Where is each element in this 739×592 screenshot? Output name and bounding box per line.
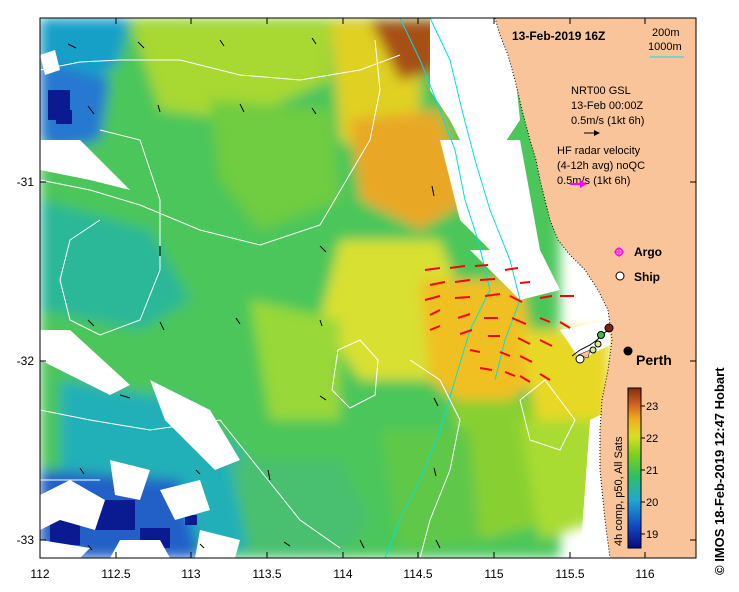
nrt-arrows	[67, 37, 441, 551]
x-axis-ticks	[39, 18, 646, 558]
perth-city-marker	[623, 346, 633, 356]
hf-label-line2: (4-12h avg) noQC	[557, 160, 645, 172]
argo-legend-label: Argo	[634, 245, 662, 259]
plot-frame	[39, 17, 697, 559]
hf-radar-arrows	[424, 264, 574, 383]
colorbar-tick-label: 21	[646, 465, 658, 477]
x-tick-label: 115	[484, 567, 503, 581]
nrt-label-line1: NRT00 GSL	[571, 85, 631, 97]
x-tick-label: 113	[181, 567, 200, 581]
nrt-label-line3: 0.5m/s (1kt 6h)	[571, 115, 644, 127]
ship-track	[571, 323, 614, 364]
contour-1000m-label: 1000m	[648, 41, 682, 53]
y-axis-ticks	[40, 181, 696, 541]
x-tick-label: 112.5	[101, 567, 130, 581]
land-mass	[495, 18, 696, 558]
nrt-label-line2: 13-Feb 00:00Z	[571, 100, 643, 112]
ship-marker-icon	[615, 271, 625, 281]
hf-label-line3: 0.5m/s (1kt 6h)	[557, 175, 630, 187]
colorbar-tick-label: 22	[646, 433, 658, 445]
colorbar-tick-label: 20	[646, 497, 658, 509]
ship-legend-label: Ship	[634, 270, 660, 284]
hf-scale-arrow	[570, 180, 587, 188]
perth-label: Perth	[636, 352, 672, 368]
argo-marker-icon	[614, 247, 624, 257]
map-title: 13-Feb-2019 16Z	[512, 29, 605, 43]
x-tick-label: 114.5	[403, 567, 432, 581]
colorbar	[627, 387, 645, 549]
colorbar-label: 4h comp, p50, All Sats	[613, 436, 625, 546]
y-tick-label: -32	[17, 354, 35, 368]
x-tick-label: 116	[635, 567, 654, 581]
hf-label-line1: HF radar velocity	[557, 145, 641, 157]
y-tick-label: -33	[17, 533, 35, 547]
x-tick-label: 113.5	[252, 567, 281, 581]
imos-credit: © IMOS 18-Feb-2019 12:47 Hobart	[712, 367, 727, 575]
sst-field	[40, 18, 696, 558]
x-tick-label: 114	[333, 567, 352, 581]
colorbar-tick-label: 19	[646, 529, 658, 541]
contour-1000m	[384, 18, 491, 558]
nrt-scale-arrow	[584, 130, 600, 136]
colorbar-tick-label: 23	[646, 401, 658, 413]
y-tick-label: -31	[17, 175, 35, 189]
x-tick-label: 115.5	[555, 567, 584, 581]
contour-200m-label: 200m	[652, 27, 680, 39]
x-tick-label: 112	[30, 567, 49, 581]
